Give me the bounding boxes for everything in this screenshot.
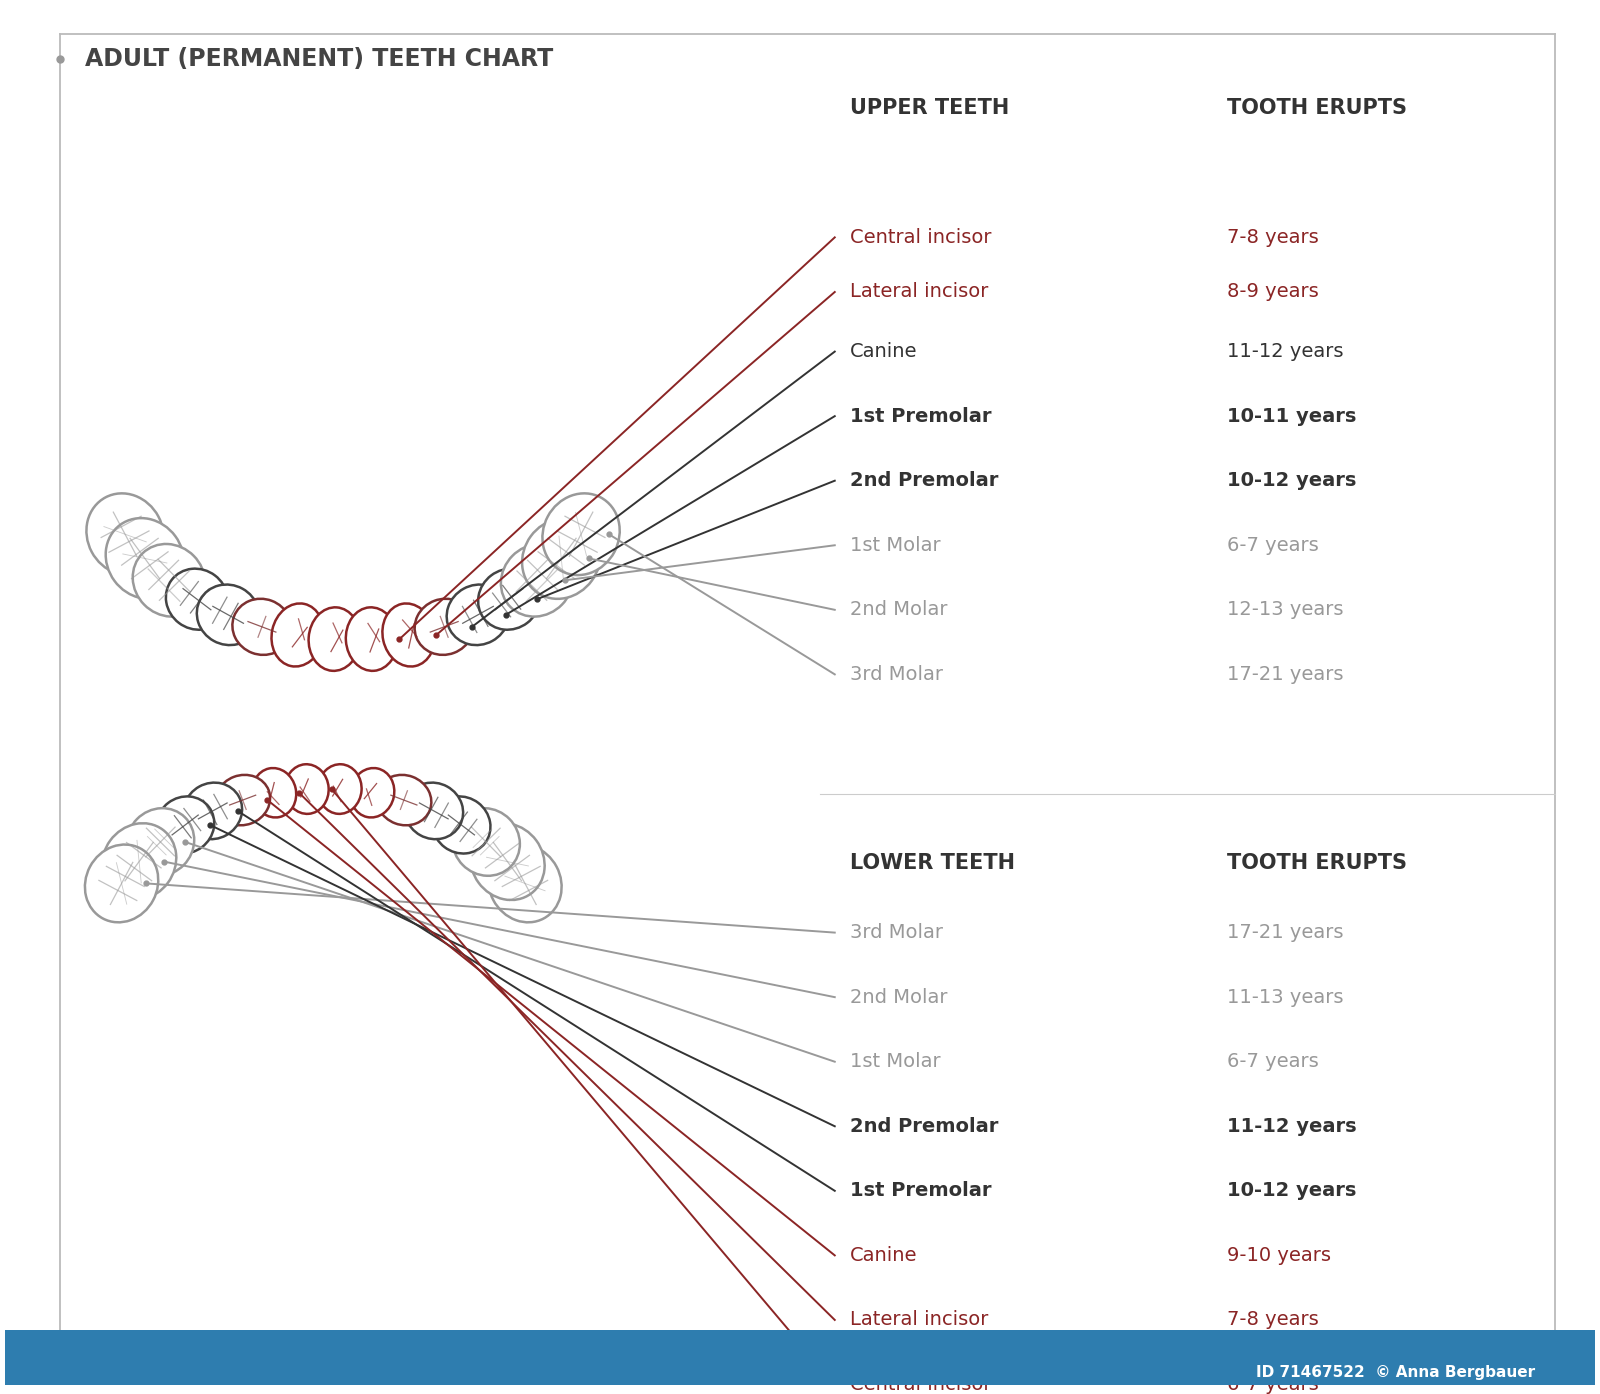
- Ellipse shape: [318, 764, 362, 814]
- Text: 1st Premolar: 1st Premolar: [850, 1181, 990, 1200]
- Ellipse shape: [197, 584, 259, 645]
- Text: 10-12 years: 10-12 years: [1227, 1181, 1357, 1200]
- Text: Lateral incisor: Lateral incisor: [850, 283, 989, 301]
- Text: 6-7 years: 6-7 years: [1227, 1052, 1318, 1071]
- Text: 12-13 years: 12-13 years: [1227, 601, 1344, 619]
- Ellipse shape: [126, 809, 194, 875]
- Text: 2nd Premolar: 2nd Premolar: [850, 471, 998, 491]
- Ellipse shape: [346, 608, 397, 671]
- Text: 6-7 years: 6-7 years: [1227, 535, 1318, 555]
- Ellipse shape: [453, 809, 520, 875]
- Text: 2nd Molar: 2nd Molar: [850, 601, 947, 619]
- Text: Canine: Canine: [850, 1246, 917, 1264]
- Text: Canine: Canine: [850, 342, 917, 361]
- Text: 10-12 years: 10-12 years: [1227, 471, 1357, 491]
- Ellipse shape: [157, 796, 214, 853]
- Text: 3rd Molar: 3rd Molar: [850, 665, 942, 684]
- Ellipse shape: [478, 569, 541, 630]
- Text: ADULT (PERMANENT) TEETH CHART: ADULT (PERMANENT) TEETH CHART: [85, 46, 554, 71]
- Text: 1st Molar: 1st Molar: [850, 1052, 941, 1071]
- Text: 9-10 years: 9-10 years: [1227, 1246, 1331, 1264]
- Text: 8-9 years: 8-9 years: [1227, 283, 1318, 301]
- Text: 11-12 years: 11-12 years: [1227, 342, 1344, 361]
- Text: TOOTH ERUPTS: TOOTH ERUPTS: [1227, 98, 1406, 118]
- Ellipse shape: [85, 845, 158, 923]
- Text: 1st Premolar: 1st Premolar: [850, 407, 990, 425]
- Ellipse shape: [522, 519, 600, 599]
- Ellipse shape: [350, 768, 394, 817]
- Ellipse shape: [214, 775, 270, 825]
- Text: 17-21 years: 17-21 years: [1227, 923, 1344, 942]
- Ellipse shape: [166, 569, 229, 630]
- Ellipse shape: [253, 768, 296, 817]
- Text: Central incisor: Central incisor: [850, 1374, 990, 1394]
- Text: 1st Molar: 1st Molar: [850, 535, 941, 555]
- Text: Central incisor: Central incisor: [850, 227, 990, 247]
- Ellipse shape: [432, 796, 491, 853]
- Ellipse shape: [501, 544, 573, 616]
- Text: 7-8 years: 7-8 years: [1227, 227, 1318, 247]
- Text: 11-13 years: 11-13 years: [1227, 988, 1344, 1006]
- Text: TOOTH ERUPTS: TOOTH ERUPTS: [1227, 853, 1406, 873]
- Text: 7-8 years: 7-8 years: [1227, 1310, 1318, 1330]
- Text: 3rd Molar: 3rd Molar: [850, 923, 942, 942]
- Text: LOWER TEETH: LOWER TEETH: [850, 853, 1014, 873]
- Text: 2nd Molar: 2nd Molar: [850, 988, 947, 1006]
- Ellipse shape: [405, 782, 462, 839]
- Text: 10-11 years: 10-11 years: [1227, 407, 1357, 425]
- Ellipse shape: [133, 544, 205, 616]
- Text: Lateral incisor: Lateral incisor: [850, 1310, 989, 1330]
- Text: 11-12 years: 11-12 years: [1227, 1117, 1357, 1136]
- Text: 6-7 years: 6-7 years: [1227, 1374, 1318, 1394]
- Ellipse shape: [272, 604, 323, 666]
- Ellipse shape: [446, 584, 509, 645]
- Text: ID 71467522  © Anna Bergbauer: ID 71467522 © Anna Bergbauer: [1256, 1365, 1534, 1380]
- Ellipse shape: [382, 604, 435, 666]
- Ellipse shape: [414, 599, 474, 655]
- Bar: [5, 1330, 1595, 1394]
- Ellipse shape: [488, 845, 562, 923]
- Ellipse shape: [86, 493, 163, 576]
- Ellipse shape: [309, 608, 360, 671]
- Ellipse shape: [285, 764, 328, 814]
- Ellipse shape: [232, 599, 291, 655]
- Ellipse shape: [102, 824, 176, 901]
- Text: 17-21 years: 17-21 years: [1227, 665, 1344, 684]
- Text: 2nd Premolar: 2nd Premolar: [850, 1117, 998, 1136]
- Ellipse shape: [184, 782, 242, 839]
- Ellipse shape: [470, 824, 544, 901]
- Ellipse shape: [106, 519, 184, 599]
- Ellipse shape: [542, 493, 619, 576]
- Text: UPPER TEETH: UPPER TEETH: [850, 98, 1010, 118]
- Ellipse shape: [376, 775, 432, 825]
